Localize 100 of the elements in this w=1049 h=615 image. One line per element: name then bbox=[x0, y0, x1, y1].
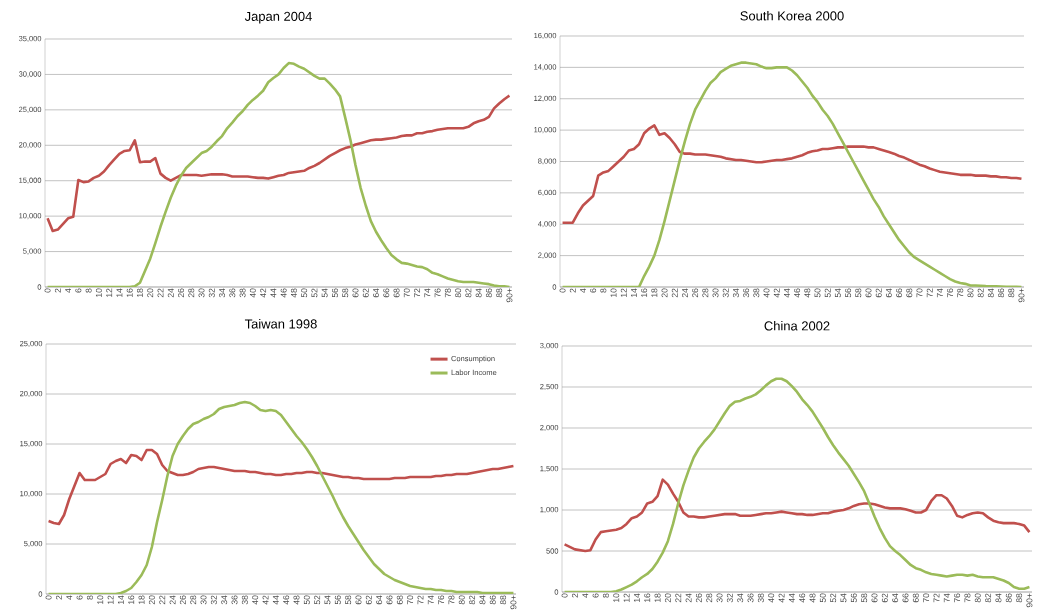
x-tick-label: 30 bbox=[198, 288, 205, 298]
x-tick-label: 32 bbox=[210, 595, 217, 605]
x-tick-label: 62 bbox=[881, 593, 888, 603]
x-tick-label: 36 bbox=[229, 288, 236, 298]
x-tick-label: 52 bbox=[830, 593, 837, 603]
x-tick-label: 16 bbox=[128, 595, 135, 604]
x-tick-label: 50 bbox=[301, 288, 308, 298]
x-tick-label: 68 bbox=[912, 593, 919, 603]
x-tick-label: 82 bbox=[977, 288, 984, 298]
x-tick-label: 60 bbox=[355, 595, 362, 605]
x-tick-label: 6 bbox=[75, 288, 82, 293]
x-tick-label: 24 bbox=[167, 288, 174, 298]
x-tick-label: 58 bbox=[342, 288, 349, 298]
x-tick-label: 36 bbox=[743, 288, 750, 298]
x-tick-label: 76 bbox=[434, 288, 441, 298]
x-tick-label: 0 bbox=[44, 288, 51, 293]
x-tick-label: 14 bbox=[117, 595, 124, 604]
chart-title: Japan 2004 bbox=[244, 11, 312, 24]
x-tick-label: 2 bbox=[571, 593, 578, 598]
x-tick-label: 40 bbox=[768, 593, 775, 603]
x-tick-label: 54 bbox=[840, 593, 847, 603]
x-tick-label: 18 bbox=[651, 288, 658, 297]
x-tick-label: 26 bbox=[692, 288, 699, 298]
x-tick-label: 24 bbox=[681, 288, 688, 298]
x-tick-label: 0 bbox=[561, 593, 568, 598]
x-tick-label: 40 bbox=[252, 595, 259, 605]
x-tick-label: 12 bbox=[106, 288, 113, 297]
x-tick-label: 14 bbox=[631, 288, 637, 297]
x-tick-label: 10 bbox=[95, 288, 102, 297]
x-tick-label: 46 bbox=[280, 288, 287, 298]
x-tick-label: 26 bbox=[179, 595, 186, 605]
x-tick-label: 54 bbox=[834, 288, 841, 298]
x-tick-label: 72 bbox=[414, 288, 421, 298]
x-tick-label: 56 bbox=[850, 593, 857, 603]
x-tick-label: 58 bbox=[855, 288, 862, 298]
x-tick-label: 62 bbox=[362, 288, 369, 298]
x-tick-label: 54 bbox=[324, 595, 331, 605]
x-tick-label: 78 bbox=[957, 288, 964, 298]
x-tick-label: 22 bbox=[671, 288, 678, 298]
x-tick-label: 76 bbox=[947, 288, 954, 298]
x-tick-label: 56 bbox=[845, 288, 852, 298]
x-tick-label: 0 bbox=[45, 595, 52, 600]
x-tick-label: 0 bbox=[559, 288, 566, 293]
x-tick-label: 62 bbox=[365, 595, 372, 605]
x-tick-label: 8 bbox=[85, 288, 92, 293]
x-tick-label: 2 bbox=[54, 288, 61, 293]
x-tick-label: 66 bbox=[896, 288, 903, 298]
x-tick-label: 12 bbox=[107, 595, 114, 604]
x-tick-label: 40 bbox=[249, 288, 256, 298]
x-tick-label: 90+ bbox=[1026, 593, 1033, 608]
x-tick-label: 52 bbox=[311, 288, 318, 298]
x-tick-label: 16 bbox=[641, 288, 648, 297]
x-tick-label: 18 bbox=[654, 593, 661, 602]
x-tick-label: 26 bbox=[178, 288, 184, 298]
x-tick-label: 52 bbox=[314, 595, 321, 605]
x-tick-label: 34 bbox=[737, 593, 744, 603]
x-tick-label: 90+ bbox=[1018, 288, 1025, 303]
x-tick-label: 78 bbox=[448, 595, 455, 605]
x-tick-label: 4 bbox=[66, 595, 73, 600]
x-tick-label: 64 bbox=[885, 288, 892, 298]
x-tick-label: 74 bbox=[427, 595, 434, 605]
x-tick-label: 20 bbox=[147, 288, 154, 298]
x-tick-label: 38 bbox=[241, 595, 248, 605]
x-tick-label: 72 bbox=[933, 593, 940, 603]
x-tick-label: 12 bbox=[620, 288, 627, 297]
x-tick-label: 82 bbox=[465, 288, 472, 298]
x-tick-label: 70 bbox=[916, 288, 923, 298]
x-tick-label: 48 bbox=[809, 593, 816, 603]
chart-title: South Korea 2000 bbox=[740, 10, 844, 21]
x-tick-label: 30 bbox=[200, 595, 207, 605]
x-tick-label: 44 bbox=[788, 593, 795, 603]
x-tick-label: 34 bbox=[221, 595, 228, 605]
x-tick-label: 38 bbox=[757, 593, 764, 603]
x-tick-label: 42 bbox=[773, 288, 780, 298]
x-tick-label: 68 bbox=[393, 288, 400, 298]
x-tick-label: 56 bbox=[334, 595, 341, 605]
x-tick-label: 70 bbox=[403, 288, 410, 298]
x-tick-label: 64 bbox=[892, 593, 899, 603]
x-tick-label: 18 bbox=[136, 288, 143, 297]
x-tick-label: 86 bbox=[489, 595, 496, 605]
x-tick-label: 14 bbox=[116, 288, 123, 297]
x-tick-label: 16 bbox=[126, 288, 133, 297]
x-tick-label: 44 bbox=[270, 288, 277, 298]
x-tick-label: 84 bbox=[987, 288, 994, 298]
x-tick-label: 60 bbox=[865, 288, 872, 298]
x-tick-label: 40 bbox=[763, 288, 770, 298]
x-tick-label: 38 bbox=[753, 288, 760, 298]
x-tick-label: 74 bbox=[936, 288, 943, 298]
x-tick-label: 70 bbox=[407, 595, 414, 605]
x-tick-label: 34 bbox=[732, 288, 739, 298]
x-tick-label: 42 bbox=[262, 595, 269, 605]
x-tick-label: 84 bbox=[995, 593, 1002, 603]
x-tick-label: 82 bbox=[985, 593, 992, 603]
x-tick-label: 2 bbox=[569, 288, 576, 293]
x-tick-label: 54 bbox=[321, 288, 328, 298]
x-tick-label: 74 bbox=[424, 288, 431, 298]
chart-title: Taiwan 1998 bbox=[244, 318, 317, 329]
x-tick-label: 88 bbox=[1016, 593, 1023, 603]
x-tick-label: 14 bbox=[633, 593, 640, 602]
x-tick-label: 44 bbox=[272, 595, 279, 605]
